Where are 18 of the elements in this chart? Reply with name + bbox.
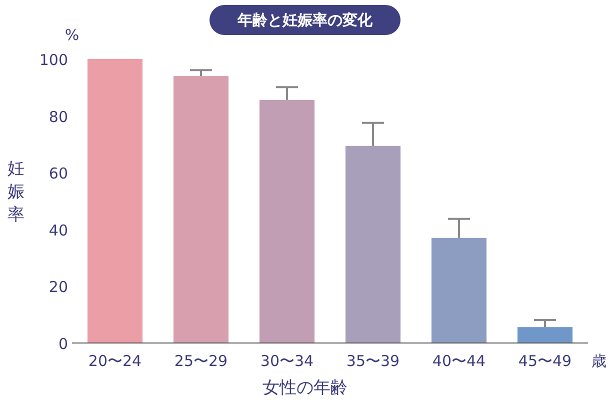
x-tick-label: 20〜24	[88, 352, 142, 370]
x-tick-label: 40〜44	[432, 352, 486, 370]
y-tick-label: 60	[48, 164, 68, 183]
x-axis-title: 女性の年齢	[262, 378, 348, 398]
x-tick-label: 45〜49	[518, 352, 572, 370]
text: 歳	[592, 352, 606, 370]
chart-title: 年齢と妊娠率の変化	[236, 11, 374, 29]
title: 年齢と妊娠率の変化	[210, 5, 400, 35]
x-tick-label: 35〜39	[346, 352, 400, 370]
ylabel: 妊娠率	[8, 159, 24, 225]
y-tick-label: 100	[39, 51, 68, 69]
y-tick-label: 20	[48, 278, 68, 296]
y-tick-label: 0	[58, 335, 68, 353]
text: %	[64, 26, 80, 44]
y-tick-label: 40	[48, 221, 68, 240]
x-tick-label: 30〜34	[260, 352, 314, 370]
y-tick-label: 80	[48, 108, 68, 126]
x-tick-label: 25〜29	[174, 352, 228, 370]
